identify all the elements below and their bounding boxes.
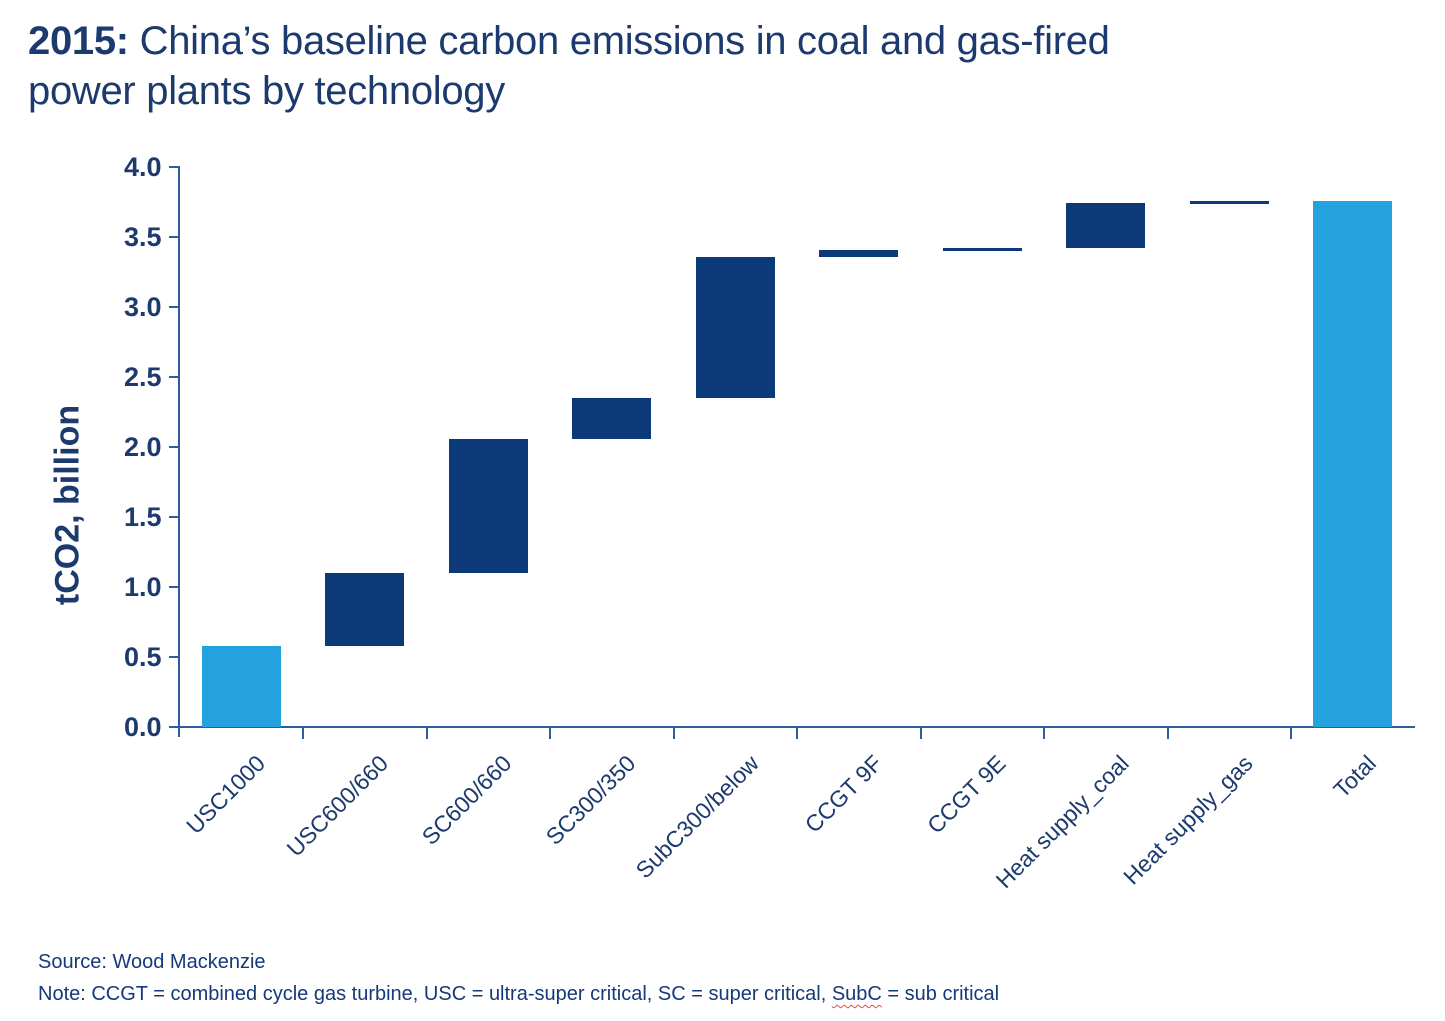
category-label: Heat supply_gas [1118, 750, 1258, 890]
category-label: CCGT 9F [799, 750, 888, 838]
y-tick-label: 2.0 [123, 432, 162, 462]
y-tick-label: 3.0 [123, 292, 162, 322]
bar-usc1000 [201, 645, 281, 727]
source-text: Source: Wood Mackenzie [38, 951, 266, 973]
x-tick-mark [796, 728, 798, 739]
bar-sc300-350 [572, 398, 652, 439]
x-tick-mark [302, 728, 304, 739]
x-tick-mark [1166, 728, 1169, 739]
category-label: SC600/660 [416, 750, 517, 850]
bar-total [1313, 200, 1393, 727]
bar-heat-supply-gas [1189, 200, 1269, 204]
category-label: Total [1328, 750, 1382, 803]
y-tick-label: 2.5 [123, 362, 162, 392]
x-axis-line [177, 726, 1415, 728]
y-tick-mark [168, 306, 178, 308]
y-tick-mark [168, 516, 178, 518]
x-tick-mark [549, 728, 551, 739]
bar-ccgt-9e [942, 248, 1022, 252]
bar-heat-supply-coal [1066, 203, 1146, 249]
y-tick-label: 1.0 [123, 572, 162, 602]
category-label: Heat supply_coal [990, 750, 1135, 894]
category-label: SubC300/below [630, 750, 764, 884]
y-tick-label: 0.5 [123, 642, 162, 672]
bar-ccgt-9f [819, 249, 899, 257]
x-tick-mark [672, 728, 675, 739]
y-tick-label: 3.5 [123, 222, 162, 252]
y-axis-title: tCO2, billion [48, 404, 87, 606]
y-axis-line [177, 166, 180, 737]
title-text: China’s baseline carbon emissions in coa… [128, 19, 1110, 63]
y-tick-mark [168, 726, 178, 728]
bar-usc600-660 [325, 573, 405, 646]
y-tick-mark [168, 376, 178, 378]
footer: Source: Wood Mackenzie Note: CCGT = comb… [38, 946, 999, 1010]
bar-subc300-below [695, 256, 775, 398]
chart-title-line1: 2015: China’s baseline carbon emissions … [28, 16, 1110, 66]
x-tick-mark [425, 728, 428, 739]
bar-sc600-660 [448, 438, 528, 573]
note-prefix: Note: CCGT = combined cycle gas turbine,… [38, 983, 832, 1005]
category-label: SC300/350 [540, 750, 641, 850]
y-tick-mark [168, 166, 178, 168]
title-year: 2015: [28, 19, 129, 63]
x-tick-mark [1290, 728, 1292, 739]
category-label: USC1000 [180, 750, 270, 839]
x-tick-mark [1043, 728, 1045, 739]
note-text: Note: CCGT = combined cycle gas turbine,… [38, 978, 999, 1010]
category-label: USC600/660 [281, 750, 394, 862]
y-tick-mark [168, 656, 178, 658]
chart-title: 2015: China’s baseline carbon emissions … [28, 16, 1110, 116]
y-tick-mark [168, 586, 178, 588]
x-tick-mark [919, 728, 922, 739]
note-suffix: = sub critical [881, 983, 1000, 1005]
chart-title-line2: power plants by technology [28, 69, 505, 113]
misspelled-word: SubC [831, 983, 882, 1005]
y-tick-label: 4.0 [123, 152, 162, 182]
y-tick-mark [168, 236, 178, 238]
y-tick-label: 1.5 [123, 502, 162, 532]
y-tick-mark [168, 446, 178, 448]
category-label: CCGT 9E [922, 750, 1011, 839]
y-tick-label: 0.0 [123, 712, 162, 742]
